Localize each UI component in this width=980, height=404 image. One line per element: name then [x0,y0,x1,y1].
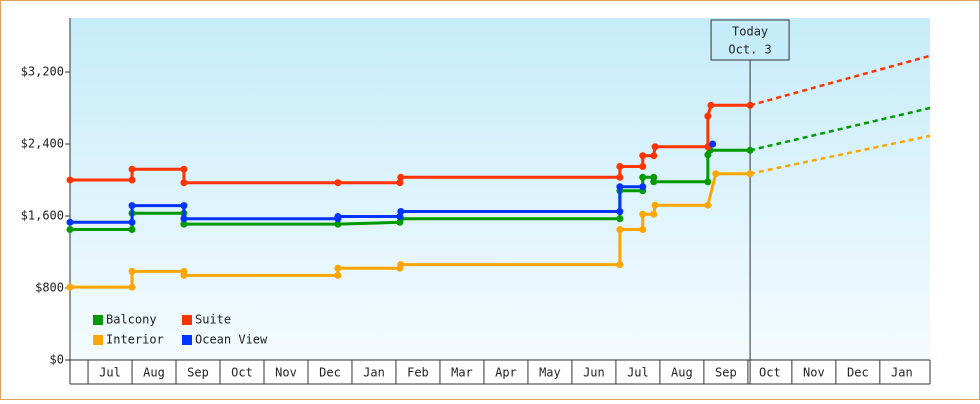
series-line [70,172,751,289]
data-point [746,170,754,178]
y-tick-label: $1,600 [21,209,64,223]
x-tick-label: Aug [671,366,693,380]
y-tick-label: $3,200 [21,65,64,79]
y-tick-label: $800 [35,281,64,295]
x-tick-label: Jul [99,366,121,380]
data-point [180,220,188,228]
data-point [128,165,136,173]
projection-line [749,106,931,152]
data-point [66,283,74,291]
projection-line [749,134,931,175]
x-tick-label: Sep [715,366,737,380]
data-point [639,163,647,170]
data-point [66,218,74,226]
x-tick-label: Dec [319,366,341,380]
data-point [651,143,659,151]
legend-label: Balcony [106,313,157,327]
data-point [180,165,188,173]
data-point [616,173,624,181]
data-point [639,183,647,191]
data-point [397,261,405,269]
data-point [746,101,754,109]
data-point [650,152,658,160]
data-point [396,179,404,187]
data-point [128,202,136,210]
x-tick-label: Feb [407,366,429,380]
data-point [66,226,74,233]
data-point [639,152,647,160]
data-point [616,163,624,170]
legend-label: Suite [195,313,231,327]
legend-swatch [182,335,192,345]
data-point [616,261,624,269]
x-tick-label: Dec [847,366,869,380]
data-point [639,226,647,233]
x-tick-label: Jun [583,366,605,380]
x-tick-label: Nov [275,366,297,380]
data-point [128,176,136,184]
data-point [712,170,720,178]
data-point [707,101,715,109]
x-tick-label: Jan [363,366,385,380]
data-point [397,173,405,181]
data-point [180,202,188,210]
data-point [128,218,136,226]
y-tick-label: $2,400 [21,137,64,151]
data-point [616,215,624,223]
data-point [651,201,659,209]
data-point [128,226,136,233]
data-point [180,271,188,279]
data-point [650,210,658,218]
data-point [334,271,342,279]
data-point [650,178,658,186]
legend-swatch [93,335,103,345]
data-point [616,183,624,191]
data-point [334,220,342,228]
data-point [66,176,74,184]
data-point [128,283,136,291]
data-point [639,210,647,218]
x-tick-label: Oct [231,366,253,380]
y-tick-label: $0 [50,353,64,367]
data-point [704,201,712,209]
data-point [334,179,342,187]
x-tick-label: Sep [187,366,209,380]
data-point [128,267,136,275]
x-tick-label: Apr [495,366,517,380]
projection-line [749,54,931,107]
x-tick-label: Nov [803,366,825,380]
data-point [397,208,405,215]
x-tick-label: Oct [759,366,781,380]
data-point [180,179,188,187]
today-box [710,19,790,61]
data-point [334,212,342,220]
data-point [704,178,712,186]
legend-swatch [93,315,103,325]
x-tick-label: Mar [451,366,473,380]
today-label: Oct. 3 [728,43,771,57]
data-point [616,226,624,233]
data-point [616,208,624,215]
legend-swatch [182,315,192,325]
x-tick-label: Jan [891,366,913,380]
x-tick-label: May [539,366,561,380]
x-tick-label: Aug [143,366,165,380]
legend-label: Ocean View [195,333,268,347]
data-point [334,264,342,272]
data-point [746,146,754,154]
plot-area [70,18,930,360]
x-tick-label: Jul [627,366,649,380]
data-point [704,112,712,120]
series-line [70,103,751,185]
legend-label: Interior [106,333,164,347]
data-point [180,215,188,223]
data-point [639,173,647,181]
data-point [709,140,717,148]
today-label: Today [732,25,768,39]
